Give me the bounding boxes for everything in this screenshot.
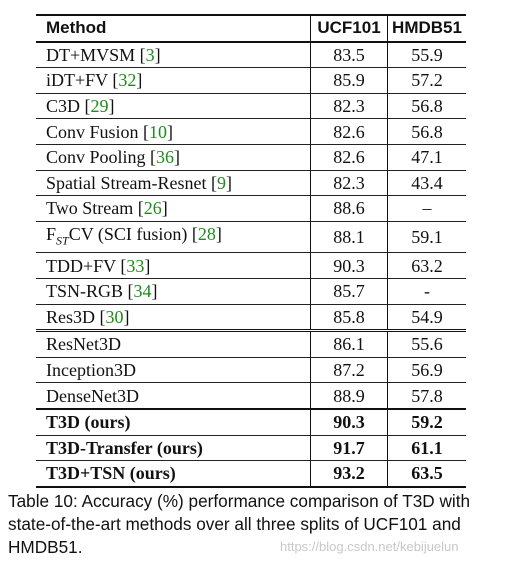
ucf101-value: 85.7 bbox=[310, 278, 388, 305]
citation-link[interactable]: 28 bbox=[197, 223, 216, 244]
ucf101-value: 90.3 bbox=[310, 407, 388, 436]
method-cell: iDT+FV [32] bbox=[36, 67, 311, 94]
table-header-row: Method UCF101 HMDB51 bbox=[36, 15, 466, 42]
ucf101-value: 87.2 bbox=[310, 357, 388, 384]
method-cell: DT+MVSM [3] bbox=[36, 41, 311, 69]
method-cell: TDD+FV [33] bbox=[36, 252, 311, 279]
method-cell: Conv Fusion [10] bbox=[36, 118, 311, 145]
hmdb51-value: 56.8 bbox=[387, 118, 466, 145]
method-cell: ResNet3D bbox=[36, 330, 311, 358]
hmdb51-value: 63.5 bbox=[387, 460, 466, 488]
header-hmdb51: HMDB51 bbox=[387, 15, 466, 42]
method-cell: FSTCV (SCI fusion) [28] bbox=[36, 221, 311, 254]
method-cell: Res3D [30] bbox=[36, 304, 311, 333]
hmdb51-value: 55.9 bbox=[387, 41, 466, 69]
hmdb51-value: 47.1 bbox=[387, 144, 466, 171]
hmdb51-value: 63.2 bbox=[387, 252, 466, 279]
hmdb51-value: 56.8 bbox=[387, 93, 466, 120]
hmdb51-value: 59.1 bbox=[387, 221, 466, 254]
ucf101-value: 86.1 bbox=[310, 330, 388, 358]
hmdb51-value: 56.9 bbox=[387, 357, 466, 384]
ucf101-value: 83.5 bbox=[310, 41, 388, 69]
header-ucf101: UCF101 bbox=[310, 15, 388, 42]
ucf101-value: 88.1 bbox=[310, 221, 388, 254]
hmdb51-value: 54.9 bbox=[387, 304, 466, 333]
ucf101-value: 90.3 bbox=[310, 252, 388, 279]
ucf101-value: 91.7 bbox=[310, 435, 388, 462]
citation-link[interactable]: 10 bbox=[149, 121, 168, 142]
ucf101-value: 88.6 bbox=[310, 195, 388, 222]
citation-link[interactable]: 30 bbox=[105, 306, 124, 327]
citation-link[interactable]: 33 bbox=[126, 255, 145, 276]
hmdb51-value: 55.6 bbox=[387, 330, 466, 358]
method-cell: Conv Pooling [36] bbox=[36, 144, 311, 171]
citation-link[interactable]: 3 bbox=[145, 44, 155, 65]
hmdb51-value: 43.4 bbox=[387, 170, 466, 197]
header-method: Method bbox=[46, 18, 107, 38]
citation-link[interactable]: 29 bbox=[90, 96, 109, 117]
ucf101-value: 82.3 bbox=[310, 170, 388, 197]
ucf101-value: 82.3 bbox=[310, 93, 388, 120]
method-cell: Spatial Stream-Resnet [9] bbox=[36, 170, 311, 197]
hmdb51-value: 57.8 bbox=[387, 382, 466, 410]
method-cell: T3D-Transfer (ours) bbox=[36, 435, 311, 462]
ucf101-value: 85.9 bbox=[310, 67, 388, 94]
method-cell: C3D [29] bbox=[36, 93, 311, 120]
method-cell: T3D+TSN (ours) bbox=[36, 460, 311, 488]
method-cell: Inception3D bbox=[36, 357, 311, 384]
citation-link[interactable]: 36 bbox=[156, 147, 175, 168]
hmdb51-value: – bbox=[387, 195, 466, 222]
watermark: https://blog.csdn.net/kebijuelun bbox=[280, 539, 459, 554]
hmdb51-value: - bbox=[387, 278, 466, 305]
citation-link[interactable]: 34 bbox=[133, 281, 152, 302]
method-cell: DenseNet3D bbox=[36, 382, 311, 410]
method-cell: T3D (ours) bbox=[36, 407, 311, 436]
ucf101-value: 85.8 bbox=[310, 304, 388, 333]
ucf101-value: 88.9 bbox=[310, 382, 388, 410]
ucf101-value: 82.6 bbox=[310, 144, 388, 171]
ucf101-value: 82.6 bbox=[310, 118, 388, 145]
results-table: Method UCF101 HMDB51 DT+MVSM [3] 83.5 55.9… bbox=[36, 14, 466, 488]
hmdb51-value: 61.1 bbox=[387, 435, 466, 462]
hmdb51-value: 57.2 bbox=[387, 67, 466, 94]
table-caption: Table 10: Accuracy (%) performance compa… bbox=[8, 491, 471, 557]
method-cell: TSN-RGB [34] bbox=[36, 278, 311, 305]
citation-link[interactable]: 26 bbox=[143, 198, 162, 219]
method-cell: Two Stream [26] bbox=[36, 195, 311, 222]
citation-link[interactable]: 9 bbox=[216, 172, 226, 193]
ucf101-value: 93.2 bbox=[310, 460, 388, 488]
hmdb51-value: 59.2 bbox=[387, 407, 466, 436]
citation-link[interactable]: 32 bbox=[118, 70, 137, 91]
